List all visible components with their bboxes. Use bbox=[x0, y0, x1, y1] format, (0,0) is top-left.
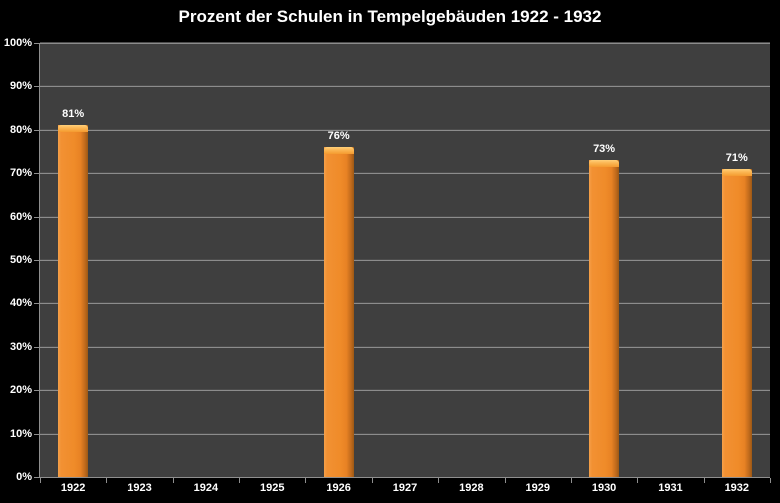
x-tick bbox=[371, 478, 373, 483]
x-tick bbox=[703, 478, 705, 483]
x-tick bbox=[770, 478, 771, 483]
x-tick bbox=[40, 478, 41, 483]
y-tick-label: 10% bbox=[9, 427, 32, 440]
y-tick-label: 30% bbox=[9, 340, 32, 353]
gridline-70 bbox=[40, 172, 770, 175]
y-tick bbox=[34, 260, 39, 261]
y-tick-label: 40% bbox=[9, 297, 32, 310]
y-tick-label: 20% bbox=[9, 384, 32, 397]
bar-top-highlight bbox=[589, 160, 620, 168]
x-tick-label-1930: 1930 bbox=[591, 482, 617, 494]
chart-title: Prozent der Schulen in Tempelgebäuden 19… bbox=[178, 7, 602, 26]
gridline-50 bbox=[40, 259, 770, 261]
y-tick bbox=[34, 390, 39, 392]
y-tick-label: 90% bbox=[9, 80, 32, 93]
x-tick-label-1927: 1927 bbox=[392, 482, 418, 494]
x-tick bbox=[637, 478, 639, 483]
x-tick-label-1924: 1924 bbox=[193, 482, 219, 494]
y-tick-label: 70% bbox=[9, 167, 32, 180]
gridline-90 bbox=[40, 85, 770, 88]
x-tick-label-1923: 1923 bbox=[127, 482, 152, 494]
gridline-10 bbox=[40, 432, 770, 435]
x-tick bbox=[239, 478, 241, 483]
y-tick bbox=[34, 303, 39, 305]
y-tick bbox=[34, 346, 39, 348]
bar-1930 bbox=[589, 160, 620, 477]
gridline-60 bbox=[40, 215, 770, 218]
bar-top-highlight bbox=[323, 147, 354, 155]
y-tick bbox=[34, 216, 39, 218]
y-tick-label: 50% bbox=[9, 254, 32, 266]
x-tick-label-1922: 1922 bbox=[60, 482, 86, 494]
y-tick-label: 0% bbox=[16, 471, 32, 483]
bar-1932 bbox=[721, 168, 752, 477]
gridline-40 bbox=[40, 302, 770, 305]
y-tick-label: 80% bbox=[9, 123, 32, 136]
gridline-20 bbox=[40, 389, 770, 392]
x-tick-label-1926: 1926 bbox=[326, 482, 351, 494]
y-tick bbox=[34, 477, 39, 478]
bar-value-label-1932: 71% bbox=[725, 151, 748, 164]
x-tick bbox=[106, 478, 108, 483]
bar-top-highlight bbox=[721, 168, 752, 176]
y-tick bbox=[34, 129, 39, 131]
bar-top-highlight bbox=[58, 125, 89, 133]
bar-value-label-1926: 76% bbox=[327, 130, 350, 143]
bar-value-label-1922: 81% bbox=[62, 108, 85, 121]
y-axis-line bbox=[39, 43, 40, 478]
x-axis-line bbox=[35, 477, 770, 478]
x-tick-label-1929: 1929 bbox=[525, 482, 550, 494]
y-tick bbox=[34, 433, 39, 435]
x-tick bbox=[570, 478, 572, 483]
y-tick bbox=[34, 86, 39, 88]
x-tick-label-1931: 1931 bbox=[658, 482, 683, 494]
y-tick-label: 100% bbox=[3, 37, 32, 49]
bar-1922 bbox=[58, 125, 89, 477]
y-tick-label: 60% bbox=[9, 210, 32, 223]
y-tick bbox=[34, 43, 39, 44]
x-tick-label-1932: 1932 bbox=[724, 482, 750, 494]
plot-area bbox=[40, 42, 770, 477]
x-tick bbox=[172, 478, 174, 483]
x-tick bbox=[438, 478, 440, 483]
y-tick bbox=[34, 173, 39, 175]
x-tick bbox=[305, 478, 307, 483]
gridline-30 bbox=[40, 345, 770, 348]
gridline-100 bbox=[40, 42, 770, 44]
gridline-80 bbox=[40, 128, 770, 131]
bar-1926 bbox=[323, 147, 354, 477]
x-tick bbox=[504, 478, 506, 483]
bar-value-label-1930: 73% bbox=[593, 143, 616, 156]
x-tick-label-1928: 1928 bbox=[459, 482, 484, 494]
x-tick-label-1925: 1925 bbox=[260, 482, 285, 494]
